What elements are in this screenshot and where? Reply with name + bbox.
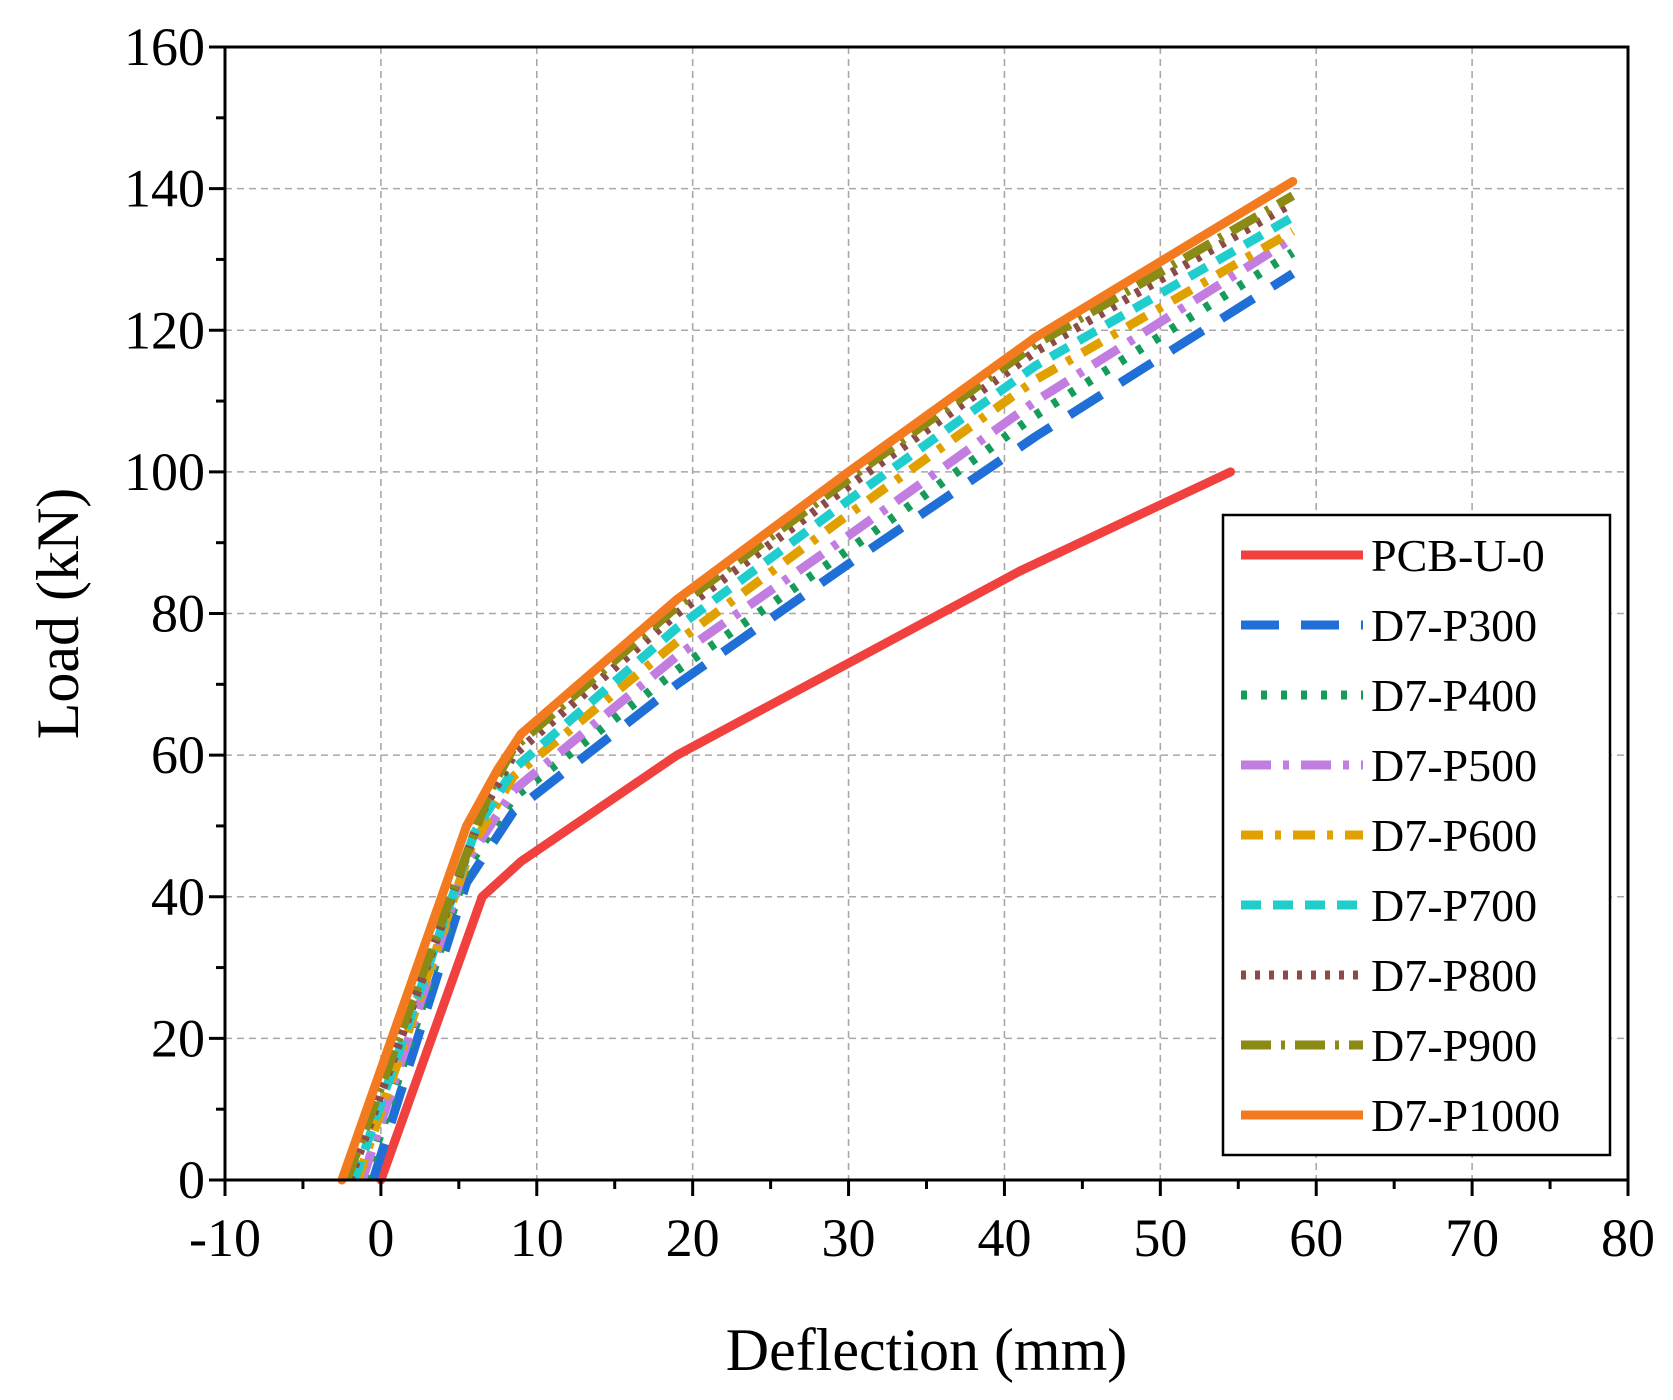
- series-line-d7-p700: [350, 213, 1296, 1182]
- legend-label: D7-P1000: [1371, 1090, 1560, 1141]
- legend-label: PCB-U-0: [1371, 530, 1545, 581]
- x-tick-label: 50: [1133, 1208, 1187, 1268]
- series-line-pcb-u-0: [376, 467, 1235, 1185]
- series-line-d7-p900: [342, 191, 1296, 1182]
- x-tick-label: 20: [666, 1208, 720, 1268]
- legend-label: D7-P300: [1371, 600, 1537, 651]
- y-tick-label: 20: [151, 1008, 205, 1068]
- x-tick-label: 40: [977, 1208, 1031, 1268]
- x-tick-label: -10: [189, 1208, 261, 1268]
- legend-label: D7-P500: [1371, 740, 1537, 791]
- y-tick-label: 120: [124, 300, 205, 360]
- series-line-d7-p300: [368, 269, 1296, 1182]
- series-line-d7-p800: [345, 198, 1296, 1182]
- legend-box: [1221, 513, 1612, 1157]
- x-tick-label: 70: [1445, 1208, 1499, 1268]
- legend-label: D7-P600: [1371, 810, 1537, 861]
- x-axis-title: Deflection (mm): [726, 1317, 1128, 1383]
- y-tick-label: 160: [124, 17, 205, 77]
- legend-label: D7-P900: [1371, 1020, 1537, 1071]
- data-series: [337, 177, 1298, 1185]
- x-tick-label: 80: [1601, 1208, 1655, 1268]
- x-tick-label: 0: [367, 1208, 394, 1268]
- y-tick-label: 60: [151, 725, 205, 785]
- x-tick-label: 10: [510, 1208, 564, 1268]
- y-axis-title: Load (kN): [25, 488, 91, 740]
- axes: -10 0 10 20 30 40 50 60 70 8002040608010012014016…: [124, 17, 1655, 1268]
- y-tick-label: 140: [124, 159, 205, 219]
- x-tick-label: 60: [1289, 1208, 1343, 1268]
- y-tick-label: 80: [151, 584, 205, 644]
- y-tick-label: 0: [178, 1150, 205, 1210]
- y-tick-label: 40: [151, 867, 205, 927]
- y-tick-label: 100: [124, 442, 205, 502]
- legend-label: D7-P700: [1371, 880, 1537, 931]
- x-tick-label: 30: [822, 1208, 876, 1268]
- legend-label: D7-P400: [1371, 670, 1537, 721]
- series-line-d7-p1000: [337, 177, 1298, 1185]
- series-line-d7-p400: [361, 248, 1296, 1182]
- legend-label: D7-P800: [1371, 950, 1537, 1001]
- legend: PCB-U-0 D7-P300 D7-P400 D7-P500 D7-P600 D7-P7…: [1221, 513, 1612, 1157]
